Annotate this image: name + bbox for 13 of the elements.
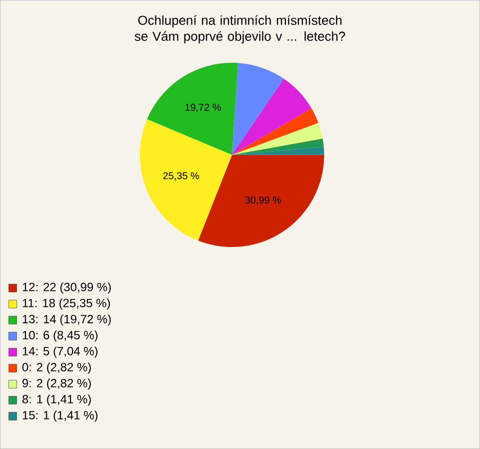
legend-label: 10: 6 (8,45 %) xyxy=(22,330,98,342)
legend-label: 12: 22 (30,99 %) xyxy=(22,282,111,294)
legend-label: 15: 1 (1,41 %) xyxy=(22,410,98,422)
legend-label: 11: 18 (25,35 %) xyxy=(22,298,110,310)
data-label: 30,99 % xyxy=(245,196,282,205)
legend-label: 8: 1 (1,41 %) xyxy=(22,394,91,406)
legend-label: 13: 14 (19,72 %) xyxy=(22,314,111,326)
chart-title: Ochlupení na intimních mísmístech se Vám poprvé objevilo v ... letech? xyxy=(134,15,346,44)
legend-label: 14: 5 (7,04 %) xyxy=(22,346,98,358)
data-label: 19,72 % xyxy=(185,104,221,112)
data-label: 25,35 % xyxy=(163,172,199,180)
legend-label: 0: 2 (2,82 %) xyxy=(22,362,91,374)
legend-label: 9: 2 (2,82 %) xyxy=(22,378,91,390)
